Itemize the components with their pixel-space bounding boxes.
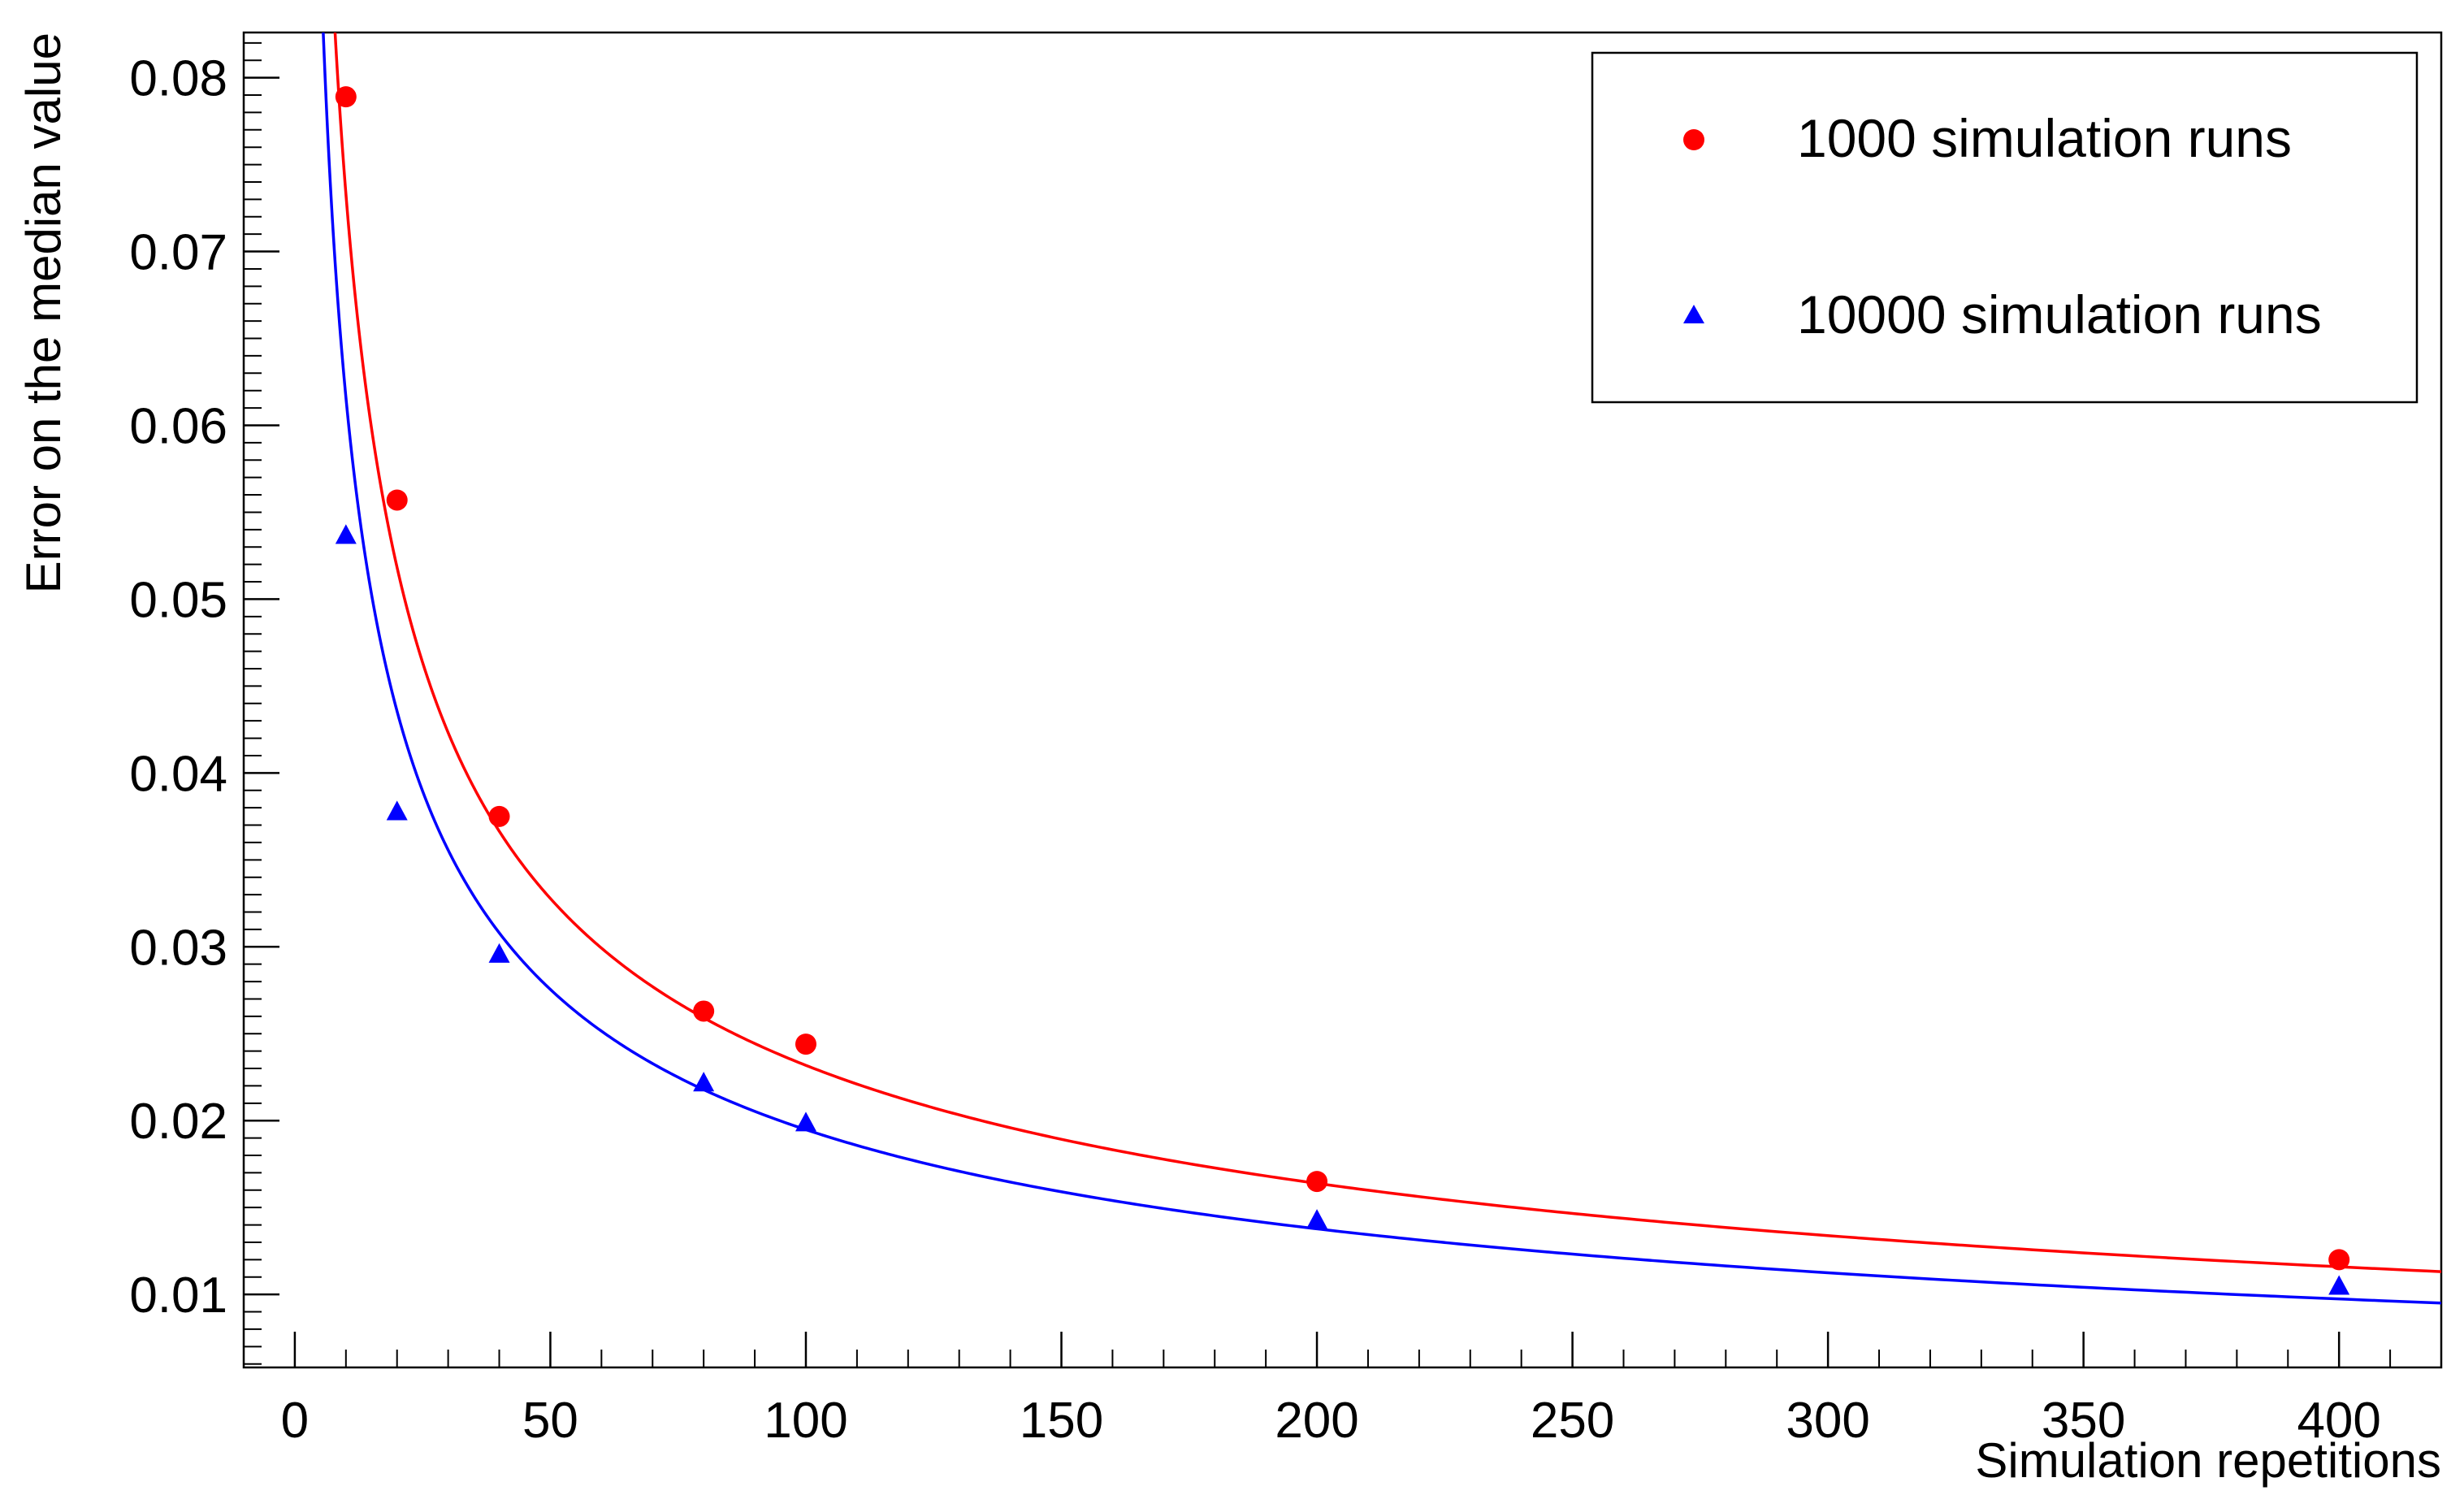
legend-label-series-2: 10000 simulation runs bbox=[1797, 284, 2322, 344]
x-tick-label: 400 bbox=[2297, 1393, 2380, 1449]
y-tick-label: 0.01 bbox=[129, 1268, 227, 1324]
x-axis: 0 50 100 150 200 250 300 350 400 bbox=[281, 1332, 2442, 1449]
y-tick-label: 0.06 bbox=[129, 398, 227, 454]
x-tick-label: 200 bbox=[1275, 1393, 1358, 1449]
data-point-series-1 bbox=[488, 805, 510, 827]
x-tick-label: 150 bbox=[1020, 1393, 1103, 1449]
y-tick-label: 0.04 bbox=[129, 746, 227, 802]
data-point-series-1 bbox=[386, 489, 408, 511]
x-tick-label: 350 bbox=[2042, 1393, 2125, 1449]
fit-curve-series-2 bbox=[322, 32, 2441, 1305]
data-point-series-2 bbox=[335, 524, 357, 544]
x-tick-label: 300 bbox=[1786, 1393, 1869, 1449]
data-point-series-2 bbox=[2328, 1275, 2350, 1295]
y-tick-label: 0.07 bbox=[129, 225, 227, 281]
plot-area-frame bbox=[242, 31, 2443, 1369]
legend-marker-series-2 bbox=[1683, 305, 1704, 323]
y-tick-label: 0.03 bbox=[129, 920, 227, 976]
data-point-series-2 bbox=[488, 942, 510, 963]
data-point-series-1 bbox=[1306, 1171, 1328, 1193]
fit-curve-series-1 bbox=[333, 32, 2441, 1273]
data-point-series-1 bbox=[335, 86, 357, 108]
data-point-series-1 bbox=[795, 1034, 816, 1055]
legend-box bbox=[1591, 51, 2419, 404]
x-tick-label: 0 bbox=[281, 1393, 309, 1449]
x-tick-label: 100 bbox=[764, 1393, 847, 1449]
data-point-series-2 bbox=[795, 1112, 816, 1132]
x-axis-title: Simulation repetitions bbox=[1975, 1433, 2441, 1488]
x-tick-label: 50 bbox=[522, 1393, 578, 1449]
y-axis-title: Error on the median value bbox=[16, 32, 71, 593]
data-point-series-1 bbox=[693, 1000, 715, 1022]
y-tick-label: 0.05 bbox=[129, 572, 227, 628]
data-points-layer bbox=[335, 86, 2350, 1295]
legend-label-series-1: 1000 simulation runs bbox=[1797, 108, 2292, 168]
data-point-series-2 bbox=[386, 800, 408, 821]
legend: 1000 simulation runs 10000 simulation ru… bbox=[1591, 51, 2419, 404]
data-point-series-2 bbox=[693, 1072, 715, 1092]
y-axis: 0.01 0.02 0.03 0.04 0.05 0.06 0.07 0.08 bbox=[129, 41, 279, 1365]
data-point-series-2 bbox=[1306, 1209, 1328, 1229]
plot-frame-layer bbox=[242, 31, 2443, 1369]
legend-marker-series-1 bbox=[1683, 129, 1704, 150]
data-point-series-1 bbox=[2328, 1249, 2350, 1271]
y-tick-label: 0.08 bbox=[129, 51, 227, 107]
y-tick-label: 0.02 bbox=[129, 1094, 227, 1150]
fit-curves-layer bbox=[322, 32, 2441, 1305]
x-tick-label: 250 bbox=[1531, 1393, 1614, 1449]
